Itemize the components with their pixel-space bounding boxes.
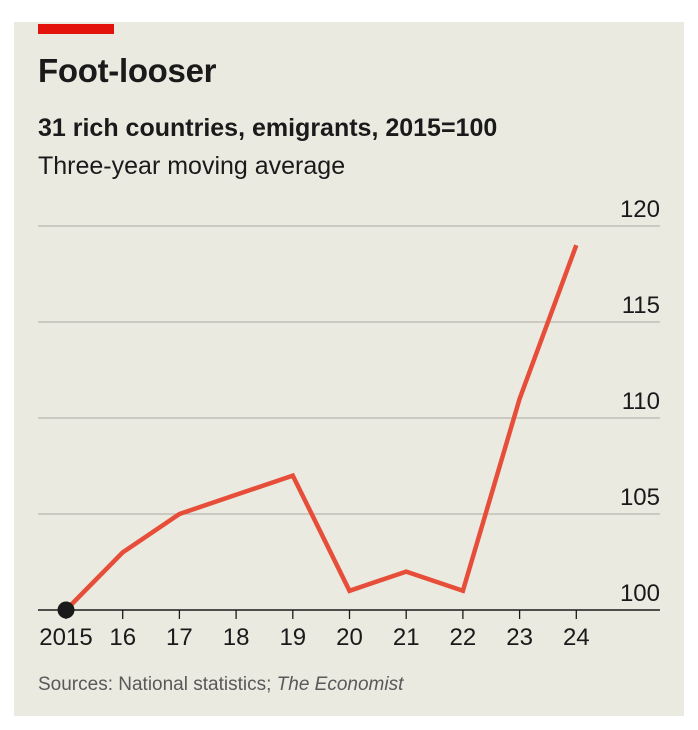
x-tick-label-2015: 2015 — [39, 624, 92, 651]
chart-panel: Foot-looser 31 rich countries, emigrants… — [14, 22, 684, 716]
gridlines — [38, 225, 660, 611]
source-publication: The Economist — [276, 674, 404, 695]
chart-note: Three-year moving average — [38, 152, 346, 180]
x-tick-label-18: 18 — [223, 624, 250, 651]
y-tick-labels: 100 105 110 115 120 — [620, 196, 660, 607]
x-ticks: 2015 16 17 18 19 20 21 22 23 24 — [39, 610, 590, 651]
y-tick-label-110: 110 — [622, 388, 660, 415]
x-tick-label-23: 23 — [506, 624, 533, 651]
line-chart: 100 105 110 115 120 2015 16 17 18 19 20 21 22 23 24 — [38, 196, 660, 651]
x-tick-label-17: 17 — [166, 624, 193, 651]
chart-source: Sources: National statistics; The Econom… — [38, 674, 403, 696]
start-marker — [57, 601, 75, 619]
y-tick-label-115: 115 — [622, 292, 660, 319]
x-tick-label-16: 16 — [109, 624, 136, 651]
series-layer — [57, 244, 579, 619]
x-tick-label-22: 22 — [450, 624, 477, 651]
x-tick-label-21: 21 — [393, 624, 420, 651]
x-tick-label-19: 19 — [279, 624, 306, 651]
chart-title: Foot-looser — [38, 52, 217, 89]
series-line-0 — [64, 244, 579, 612]
x-tick-label-24: 24 — [563, 624, 590, 651]
x-tick-label-20: 20 — [336, 624, 363, 651]
y-tick-label-120: 120 — [620, 196, 660, 223]
source-prefix: Sources: National statistics; — [38, 674, 277, 695]
chart-subtitle: 31 rich countries, emigrants, 2015=100 — [38, 114, 498, 142]
brand-accent-bar — [38, 24, 114, 34]
y-tick-label-105: 105 — [620, 484, 660, 511]
y-tick-label-100: 100 — [620, 580, 660, 607]
